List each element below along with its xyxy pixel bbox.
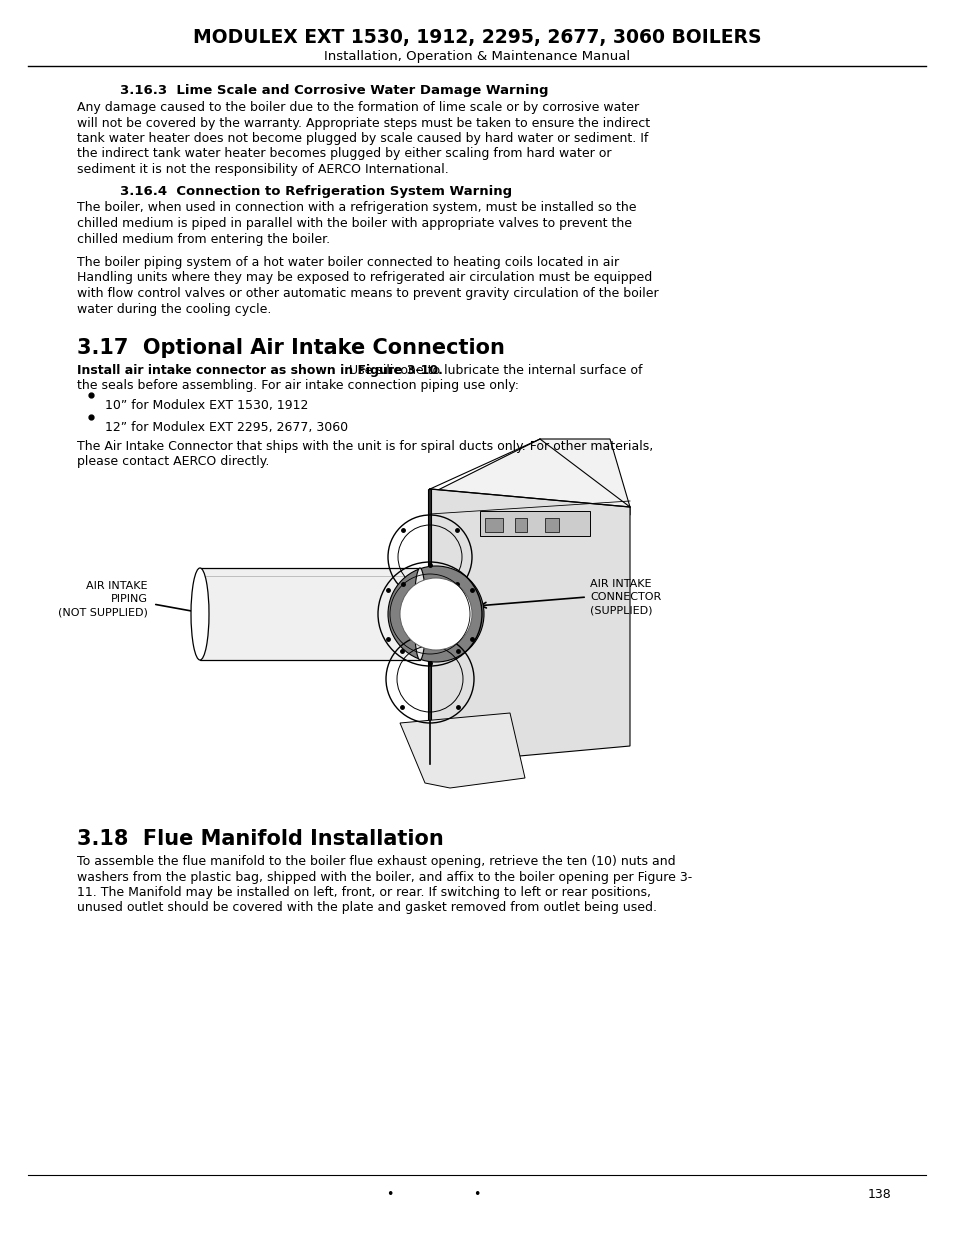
Text: •: •: [473, 1188, 480, 1200]
Text: washers from the plastic bag, shipped with the boiler, and affix to the boiler o: washers from the plastic bag, shipped wi…: [77, 871, 692, 883]
Polygon shape: [200, 568, 419, 659]
Ellipse shape: [191, 568, 209, 659]
Text: with flow control valves or other automatic means to prevent gravity circulation: with flow control valves or other automa…: [77, 287, 658, 300]
Text: will not be covered by the warranty. Appropriate steps must be taken to ensure t: will not be covered by the warranty. App…: [77, 116, 649, 130]
Text: 138: 138: [867, 1188, 891, 1200]
Text: the indirect tank water heater becomes plugged by either scaling from hard water: the indirect tank water heater becomes p…: [77, 147, 611, 161]
Text: the seals before assembling. For air intake connection piping use only:: the seals before assembling. For air int…: [77, 379, 518, 393]
Polygon shape: [431, 489, 629, 764]
Circle shape: [388, 566, 483, 662]
FancyBboxPatch shape: [515, 517, 526, 532]
Text: 3.18  Flue Manifold Installation: 3.18 Flue Manifold Installation: [77, 829, 443, 848]
Text: 3.17  Optional Air Intake Connection: 3.17 Optional Air Intake Connection: [77, 338, 504, 358]
Polygon shape: [399, 713, 524, 788]
Text: The boiler, when used in connection with a refrigeration system, must be install: The boiler, when used in connection with…: [77, 201, 636, 215]
Text: 3.16.3  Lime Scale and Corrosive Water Damage Warning: 3.16.3 Lime Scale and Corrosive Water Da…: [120, 84, 548, 98]
Text: 3.16.4  Connection to Refrigeration System Warning: 3.16.4 Connection to Refrigeration Syste…: [120, 184, 512, 198]
Text: water during the cooling cycle.: water during the cooling cycle.: [77, 303, 271, 315]
Ellipse shape: [414, 568, 426, 659]
Text: The Air Intake Connector that ships with the unit is for spiral ducts only. For : The Air Intake Connector that ships with…: [77, 440, 653, 453]
Polygon shape: [428, 489, 431, 764]
Text: Installation, Operation & Maintenance Manual: Installation, Operation & Maintenance Ma…: [324, 49, 629, 63]
Text: Any damage caused to the boiler due to the formation of lime scale or by corrosi: Any damage caused to the boiler due to t…: [77, 101, 639, 114]
Text: chilled medium from entering the boiler.: chilled medium from entering the boiler.: [77, 232, 330, 246]
Text: sediment it is not the responsibility of AERCO International.: sediment it is not the responsibility of…: [77, 163, 448, 177]
Text: The boiler piping system of a hot water boiler connected to heating coils locate: The boiler piping system of a hot water …: [77, 256, 618, 269]
Text: •: •: [386, 1188, 394, 1200]
Circle shape: [399, 578, 472, 650]
Text: 11. The Manifold may be installed on left, front, or rear. If switching to left : 11. The Manifold may be installed on lef…: [77, 885, 650, 899]
Text: Handling units where they may be exposed to refrigerated air circulation must be: Handling units where they may be exposed…: [77, 272, 652, 284]
Text: To assemble the flue manifold to the boiler flue exhaust opening, retrieve the t: To assemble the flue manifold to the boi…: [77, 855, 675, 868]
Text: tank water heater does not become plugged by scale caused by hard water or sedim: tank water heater does not become plugge…: [77, 132, 648, 144]
Text: Install air intake connector as shown in Figure 3-10.: Install air intake connector as shown in…: [77, 364, 442, 377]
Text: 12” for Modulex EXT 2295, 2677, 3060: 12” for Modulex EXT 2295, 2677, 3060: [105, 420, 348, 433]
Text: unused outlet should be covered with the plate and gasket removed from outlet be: unused outlet should be covered with the…: [77, 902, 657, 914]
FancyBboxPatch shape: [479, 511, 589, 536]
Text: chilled medium is piped in parallel with the boiler with appropriate valves to p: chilled medium is piped in parallel with…: [77, 217, 631, 230]
Text: AIR INTAKE
CONNECTOR
(SUPPLIED): AIR INTAKE CONNECTOR (SUPPLIED): [589, 579, 660, 615]
FancyBboxPatch shape: [544, 517, 558, 532]
Text: Use silicone to lubricate the internal surface of: Use silicone to lubricate the internal s…: [344, 364, 641, 377]
Text: please contact AERCO directly.: please contact AERCO directly.: [77, 456, 269, 468]
Polygon shape: [430, 438, 629, 515]
Text: AIR INTAKE
PIPING
(NOT SUPPLIED): AIR INTAKE PIPING (NOT SUPPLIED): [58, 580, 148, 618]
FancyBboxPatch shape: [484, 517, 502, 532]
Text: 10” for Modulex EXT 1530, 1912: 10” for Modulex EXT 1530, 1912: [105, 399, 308, 412]
Text: MODULEX EXT 1530, 1912, 2295, 2677, 3060 BOILERS: MODULEX EXT 1530, 1912, 2295, 2677, 3060…: [193, 28, 760, 47]
